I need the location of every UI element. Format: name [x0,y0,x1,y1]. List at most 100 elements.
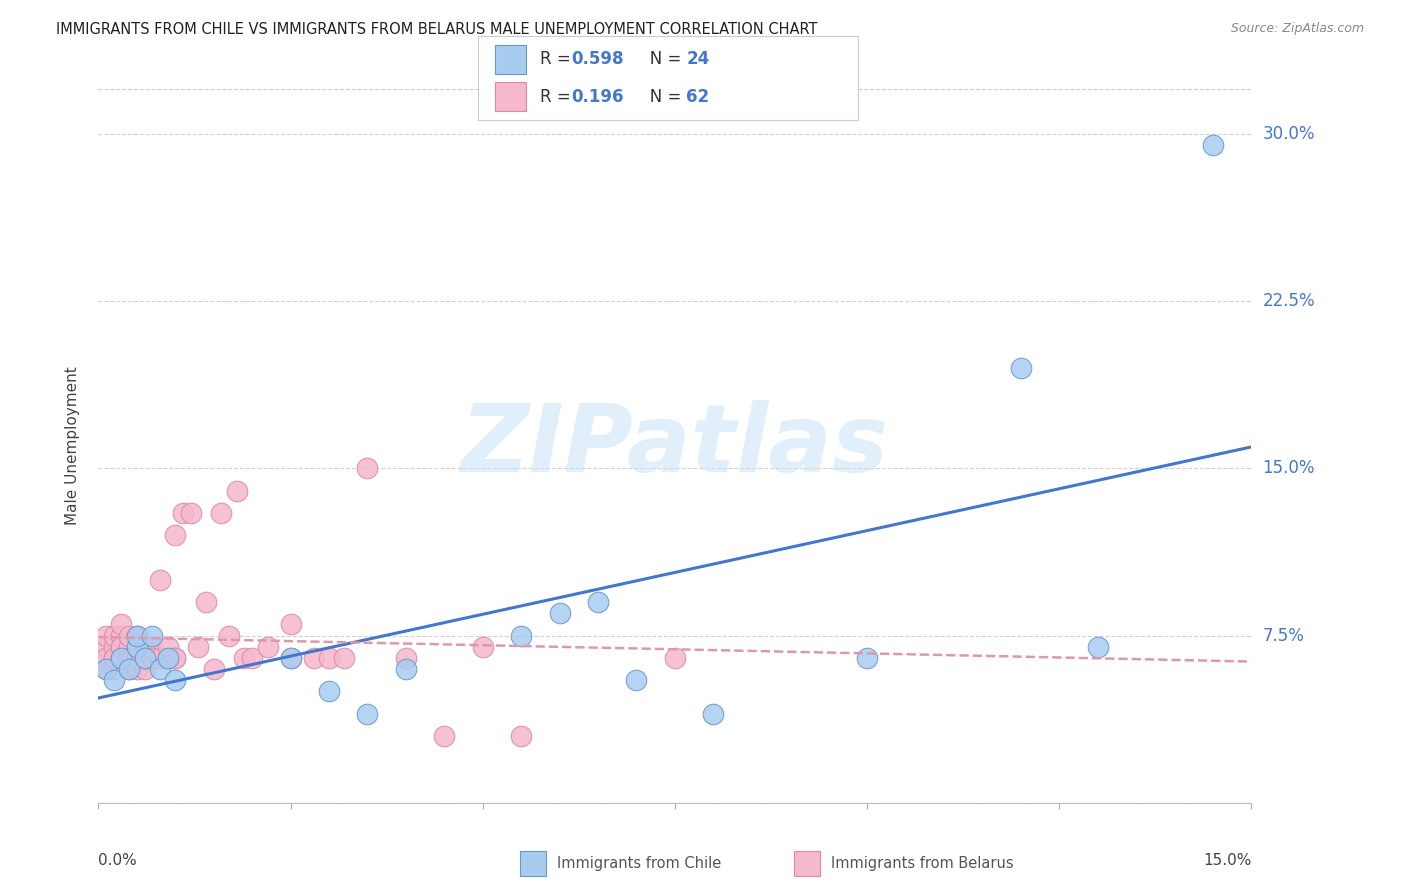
Point [134,651,156,665]
Point [664,651,686,665]
Text: 24: 24 [686,51,710,69]
Point [141,651,163,665]
Point [356,706,378,721]
Point [280,651,302,665]
Point [110,640,132,654]
Point [125,628,148,642]
Point [280,651,302,665]
Point [141,651,163,665]
Point [110,651,132,665]
Point [180,506,202,520]
Point [1087,640,1109,654]
Point [256,640,278,654]
Text: 22.5%: 22.5% [1263,292,1315,310]
Point [280,617,302,632]
Point [118,662,141,676]
Point [103,673,125,687]
Point [125,651,148,665]
Point [302,651,325,665]
Point [156,651,179,665]
Text: Immigrants from Belarus: Immigrants from Belarus [831,856,1014,871]
Text: Source: ZipAtlas.com: Source: ZipAtlas.com [1230,22,1364,36]
Point [134,651,156,665]
Point [395,662,418,676]
Point [240,651,263,665]
Point [318,684,340,698]
Text: 15.0%: 15.0% [1263,459,1315,477]
Point [118,651,141,665]
Text: R =: R = [540,51,576,69]
Point [318,651,340,665]
Text: 30.0%: 30.0% [1263,125,1315,143]
Point [149,573,172,587]
Point [94,628,117,642]
Point [195,595,218,609]
Point [225,483,247,498]
Text: N =: N = [634,51,686,69]
Point [94,662,117,676]
Point [103,662,125,676]
Point [702,706,724,721]
Point [586,595,609,609]
Point [94,662,117,676]
Text: 15.0%: 15.0% [1204,853,1251,868]
Point [165,673,187,687]
Point [118,651,141,665]
Point [356,461,378,475]
Text: ZIPatlas: ZIPatlas [461,400,889,492]
Point [110,628,132,642]
Point [125,628,148,642]
Text: 62: 62 [686,87,709,105]
Point [94,651,117,665]
Point [110,651,132,665]
Text: 0.0%: 0.0% [98,853,138,868]
Point [134,662,156,676]
Point [149,651,172,665]
Point [94,640,117,654]
Point [548,607,571,621]
Point [125,640,148,654]
Point [118,628,141,642]
Y-axis label: Male Unemployment: Male Unemployment [65,367,80,525]
Point [103,628,125,642]
Point [94,651,117,665]
Point [510,628,533,642]
Point [103,651,125,665]
Point [134,651,156,665]
Point [1010,360,1032,375]
Point [149,662,172,676]
Point [156,651,179,665]
Point [626,673,648,687]
Point [209,506,232,520]
Point [172,506,194,520]
Point [103,640,125,654]
Point [165,651,187,665]
Point [125,651,148,665]
Point [118,662,141,676]
Point [333,651,356,665]
Point [141,628,163,642]
Point [433,729,456,743]
Text: N =: N = [634,87,686,105]
Text: 7.5%: 7.5% [1263,626,1305,645]
Point [165,651,187,665]
Point [134,640,156,654]
Point [202,662,225,676]
Point [395,651,418,665]
Point [110,617,132,632]
Text: R =: R = [540,87,576,105]
Point [141,640,163,654]
Text: Immigrants from Chile: Immigrants from Chile [557,856,721,871]
Point [218,628,240,642]
Point [233,651,256,665]
Point [1202,138,1225,153]
Point [125,662,148,676]
Point [125,640,148,654]
Point [471,640,494,654]
Point [187,640,209,654]
Point [856,651,879,665]
Text: IMMIGRANTS FROM CHILE VS IMMIGRANTS FROM BELARUS MALE UNEMPLOYMENT CORRELATION C: IMMIGRANTS FROM CHILE VS IMMIGRANTS FROM… [56,22,818,37]
Point [156,640,179,654]
Point [510,729,533,743]
Point [118,640,141,654]
